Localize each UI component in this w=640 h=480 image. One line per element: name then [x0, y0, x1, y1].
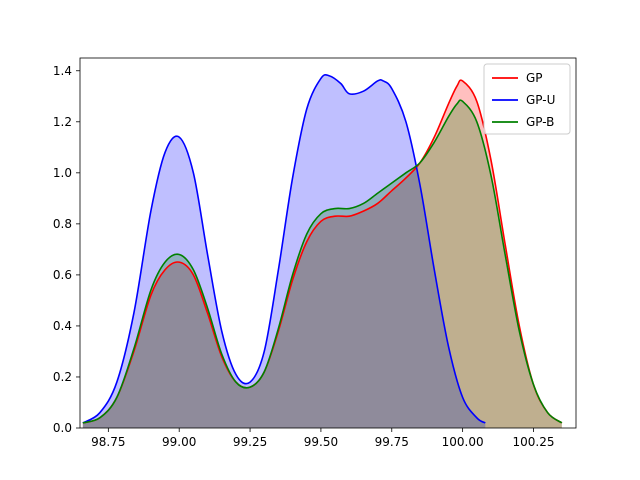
x-tick-label: 99.50: [304, 435, 338, 449]
series-line-gp: [82, 79, 563, 424]
legend-label-gp: GP: [526, 71, 543, 85]
series-lines: [82, 73, 563, 424]
y-axis: 0.0 0.2 0.4 0.6 0.8 1.0 1.2 1.4: [53, 64, 80, 435]
area-fill-gp: [82, 80, 562, 429]
y-tick-label: 0.4: [53, 319, 72, 333]
x-tick-label: 99.75: [375, 435, 409, 449]
x-tick-label: 98.75: [91, 435, 125, 449]
x-tick-label: 100.00: [442, 435, 484, 449]
series-line-gp-u: [82, 73, 486, 424]
y-tick-label: 0.2: [53, 370, 72, 384]
x-tick-label: 99.25: [233, 435, 267, 449]
x-tick-label: 100.25: [512, 435, 554, 449]
area-fill-gp-b: [82, 100, 562, 429]
y-tick-label: 0.6: [53, 268, 72, 282]
y-tick-label: 1.4: [53, 64, 72, 78]
y-tick-label: 0.8: [53, 217, 72, 231]
area-fills: [82, 74, 562, 429]
y-tick-label: 1.0: [53, 166, 72, 180]
y-tick-label: 0.0: [53, 421, 72, 435]
area-fill-gp-u: [82, 74, 486, 429]
series-line-gp-b: [82, 99, 563, 424]
legend-label-gp-b: GP-B: [526, 115, 554, 129]
legend: GP GP-U GP-B: [483, 63, 571, 135]
legend-box: [483, 63, 571, 135]
x-axis: 98.75 99.00 99.25 99.50 99.75 100.00 100.25: [91, 428, 554, 449]
x-tick-label: 99.00: [162, 435, 196, 449]
plot-frame: [79, 57, 577, 429]
legend-label-gp-u: GP-U: [526, 93, 555, 107]
y-tick-label: 1.2: [53, 115, 72, 129]
